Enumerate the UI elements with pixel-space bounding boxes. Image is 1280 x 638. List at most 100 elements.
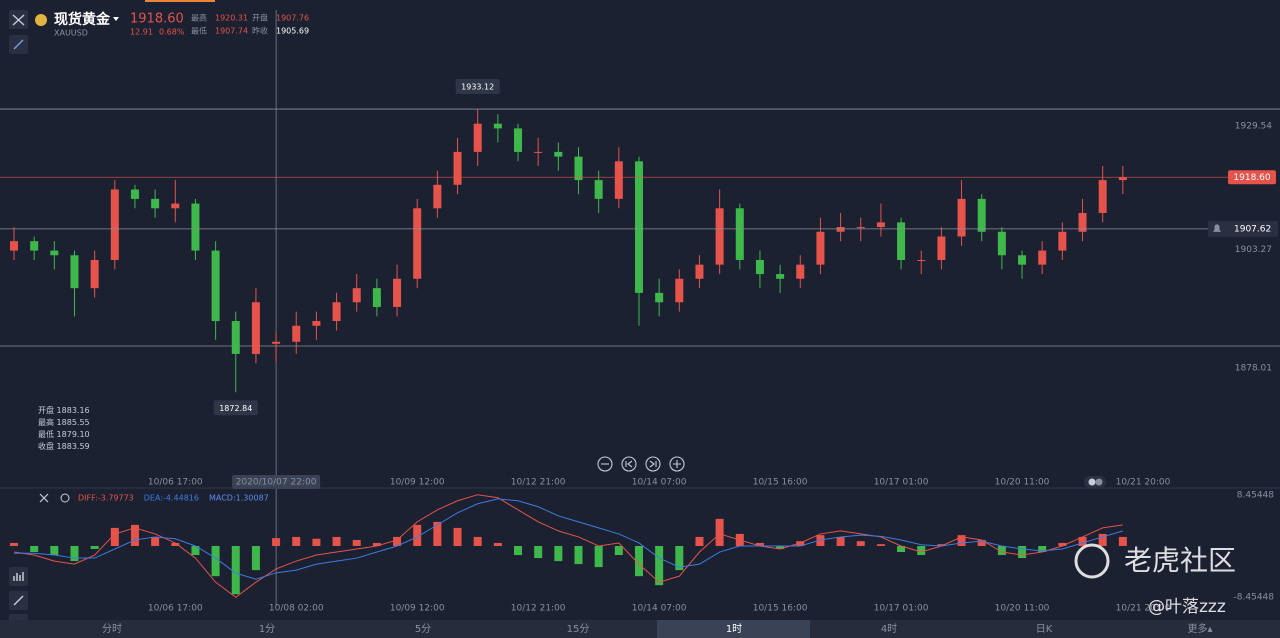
macd-bar	[1038, 545, 1047, 553]
candle-body	[1038, 250, 1047, 265]
gold-icon	[35, 14, 47, 26]
y-tick-label: 1878.01	[1235, 363, 1272, 373]
candle-body	[977, 198, 986, 232]
macd-close[interactable]	[39, 493, 49, 503]
legend-entry: DIFF:-3.79773	[78, 494, 134, 503]
candle-body	[70, 255, 79, 289]
draw-tool-button[interactable]	[9, 35, 28, 54]
candle-body	[332, 302, 341, 322]
symbol-dropdown[interactable]	[113, 17, 119, 21]
ohlc-value: 1879.10	[57, 430, 90, 439]
candle-body	[634, 161, 643, 293]
macd-bar	[332, 536, 341, 546]
ohlc-value: 1883.16	[57, 406, 90, 415]
candle-body	[272, 341, 281, 344]
candle-body	[514, 128, 523, 152]
candle-body	[816, 231, 825, 265]
step-forward[interactable]	[645, 456, 661, 472]
candle-body	[151, 198, 160, 209]
timeframe-tab[interactable]: 15分	[567, 623, 590, 635]
candle-body	[1018, 255, 1027, 265]
ohlc-row: 最高 1885.55	[38, 417, 90, 427]
macd-bar	[211, 545, 220, 577]
nav-buttons	[597, 456, 685, 472]
candle-body	[856, 227, 865, 229]
macd-line	[14, 498, 1123, 580]
candle-body	[534, 151, 543, 153]
macd-bar	[534, 545, 543, 559]
step-back[interactable]	[621, 456, 637, 472]
macd-bar	[231, 545, 240, 595]
macd-bar	[655, 545, 664, 586]
macd-bar	[715, 518, 724, 546]
macd-bar	[836, 536, 845, 546]
candle-body	[312, 321, 321, 326]
x-tick-label: 10/17 01:00	[874, 604, 929, 614]
zoom-in[interactable]	[669, 456, 685, 472]
macd-bar	[594, 545, 603, 568]
candle-body	[1118, 177, 1127, 181]
timeframe-tab[interactable]: 5分	[415, 623, 431, 635]
candle-body	[957, 198, 966, 237]
watermark-brand: 老虎社区	[1124, 544, 1236, 577]
timeframe-selected-bg	[657, 620, 810, 638]
candle-body	[413, 208, 422, 279]
macd-bar	[1058, 542, 1067, 546]
stat-value: 1905.69	[276, 27, 309, 36]
x-tick-label: 10/21 20:00	[1116, 478, 1171, 488]
stat-value: 1907.76	[276, 14, 309, 23]
zoom-out[interactable]	[597, 456, 613, 472]
macd-bar	[413, 524, 422, 546]
ohlc-row: 收盘 1883.59	[38, 441, 90, 451]
macd-bar	[50, 545, 59, 556]
candle-body	[876, 222, 885, 228]
x-tick-label: 10/14 07:00	[632, 478, 687, 488]
macd-bar	[897, 545, 906, 553]
stat-label: 最高	[191, 13, 207, 23]
pen-button[interactable]	[9, 591, 28, 610]
symbol-name[interactable]: 现货黄金	[54, 11, 111, 28]
timeframe-tab[interactable]: 分时	[102, 623, 122, 635]
close-button[interactable]	[9, 10, 28, 29]
macd-bar	[251, 545, 260, 571]
timeframe-tab[interactable]: 1分	[259, 623, 275, 635]
candle-body	[453, 151, 462, 185]
timeframe-tab[interactable]: 更多▴	[1187, 622, 1212, 635]
macd-bar	[937, 544, 946, 546]
legend-entry: MACD:1.30087	[209, 494, 269, 503]
toggle[interactable]	[1084, 476, 1106, 488]
change: 12.91	[130, 28, 153, 37]
macd-bar	[10, 542, 18, 546]
candle-body	[715, 208, 724, 265]
low-label: 1872.84	[219, 404, 252, 413]
macd-settings[interactable]	[60, 493, 70, 503]
candle-body	[110, 189, 119, 260]
macd-bar	[393, 536, 402, 546]
macd-bar	[977, 539, 986, 546]
macd-bar	[292, 536, 301, 546]
stat-label: 最低	[191, 26, 207, 36]
x-tick-label: 10/06 17:00	[148, 604, 203, 614]
candle-body	[10, 241, 18, 251]
macd-bar	[634, 545, 643, 577]
timeframe-tab[interactable]: 1时	[726, 623, 742, 635]
y-tick-label: 8.45448	[1237, 490, 1274, 500]
candle-body	[352, 288, 361, 303]
alert-tag-label: 1907.62	[1234, 224, 1271, 234]
indicator-button[interactable]	[9, 567, 28, 586]
timeframe-tab[interactable]: 日K	[1036, 624, 1053, 635]
candle-body	[917, 259, 926, 261]
candle-body	[836, 227, 845, 232]
macd-bar	[272, 538, 281, 546]
candle-body	[30, 241, 39, 251]
macd-bar	[614, 545, 623, 556]
candle-body	[614, 161, 623, 199]
ohlc-row: 最低 1879.10	[38, 429, 90, 439]
x-tick-label: 10/15 16:00	[753, 478, 808, 488]
timeframe-tab[interactable]: 4时	[881, 623, 897, 635]
macd-bar	[997, 545, 1006, 556]
candle-body	[796, 264, 805, 279]
macd-bar	[433, 521, 442, 546]
candle-body	[897, 222, 906, 260]
